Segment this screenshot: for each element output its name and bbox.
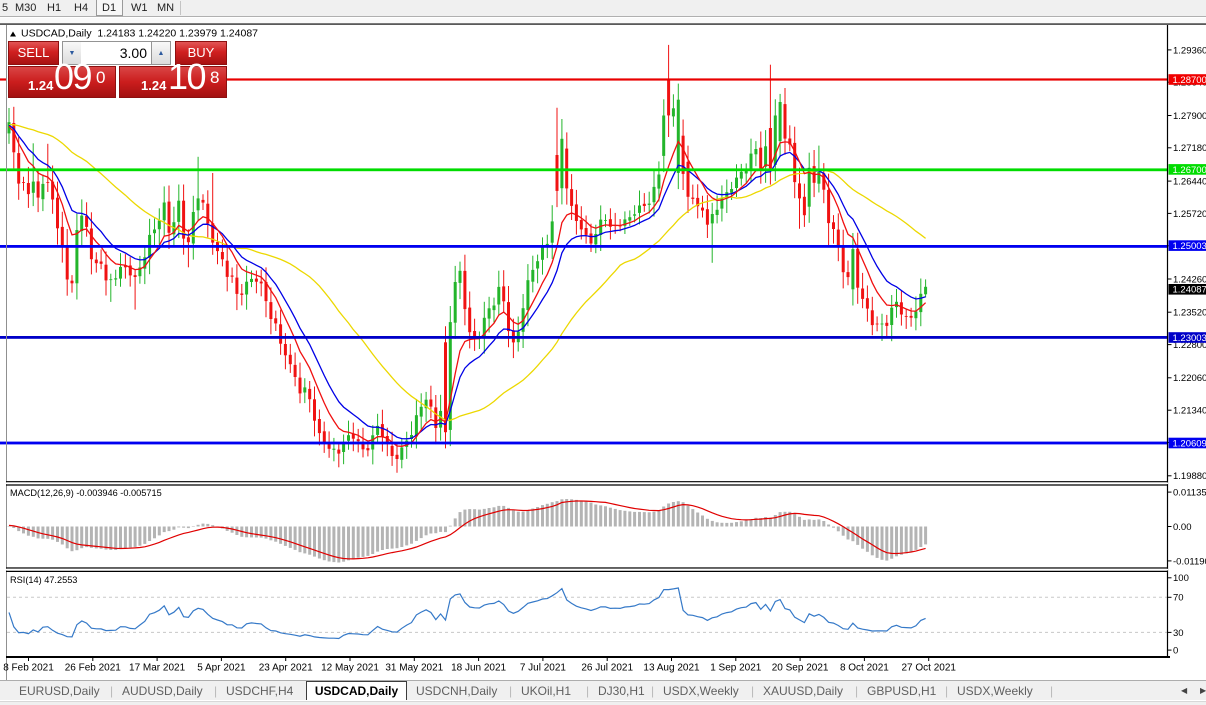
svg-text:1.24260: 1.24260 (1173, 274, 1206, 285)
svg-text:1.24087: 1.24087 (1173, 285, 1206, 296)
svg-text:1.25003: 1.25003 (1173, 241, 1206, 252)
svg-text:USDCAD,Daily 1.24183 1.24220: USDCAD,Daily 1.24183 1.24220 1.23979 1.2… (21, 27, 258, 39)
svg-text:23 Apr 2021: 23 Apr 2021 (259, 663, 313, 674)
svg-text:1.27180: 1.27180 (1173, 143, 1206, 154)
svg-text:1.27900: 1.27900 (1173, 111, 1206, 122)
svg-text:0.00: 0.00 (1173, 522, 1192, 533)
svg-text:-0.01190: -0.01190 (1173, 556, 1206, 567)
svg-text:27 Oct 2021: 27 Oct 2021 (901, 663, 956, 674)
svg-text:7 Jul 2021: 7 Jul 2021 (520, 663, 567, 674)
svg-text:1.19880: 1.19880 (1173, 471, 1206, 482)
svg-text:1.20609: 1.20609 (1173, 438, 1206, 449)
svg-text:1.21340: 1.21340 (1173, 406, 1206, 417)
svg-text:100: 100 (1173, 573, 1189, 584)
svg-text:18 Jun 2021: 18 Jun 2021 (451, 663, 506, 674)
svg-text:30: 30 (1173, 628, 1184, 639)
svg-text:20 Sep 2021: 20 Sep 2021 (772, 663, 829, 674)
svg-text:1.23520: 1.23520 (1173, 308, 1206, 319)
svg-text:31 May 2021: 31 May 2021 (385, 663, 443, 674)
svg-text:MACD(12,26,9) -0.003946 -0.005: MACD(12,26,9) -0.003946 -0.005715 (10, 488, 162, 498)
svg-text:13 Aug 2021: 13 Aug 2021 (643, 663, 700, 674)
svg-text:8 Feb 2021: 8 Feb 2021 (3, 663, 54, 674)
svg-text:1.26440: 1.26440 (1173, 177, 1206, 188)
svg-text:26 Feb 2021: 26 Feb 2021 (65, 663, 122, 674)
svg-text:17 Mar 2021: 17 Mar 2021 (129, 663, 186, 674)
svg-text:26 Jul 2021: 26 Jul 2021 (581, 663, 633, 674)
svg-text:1.29360: 1.29360 (1173, 45, 1206, 56)
svg-text:8 Oct 2021: 8 Oct 2021 (840, 663, 889, 674)
svg-text:1 Sep 2021: 1 Sep 2021 (710, 663, 762, 674)
svg-text:RSI(14) 47.2553: RSI(14) 47.2553 (10, 575, 77, 585)
svg-text:1.28700: 1.28700 (1173, 75, 1206, 86)
svg-text:1.26700: 1.26700 (1173, 165, 1206, 176)
svg-text:1.22800: 1.22800 (1173, 340, 1206, 351)
svg-text:1.23003: 1.23003 (1173, 333, 1206, 344)
svg-text:70: 70 (1173, 593, 1184, 604)
svg-text:12 May 2021: 12 May 2021 (321, 663, 379, 674)
svg-text:1.22060: 1.22060 (1173, 373, 1206, 384)
svg-text:1.25720: 1.25720 (1173, 209, 1206, 220)
svg-text:0.01135: 0.01135 (1173, 488, 1206, 499)
svg-text:0: 0 (1173, 646, 1178, 657)
svg-text:5 Apr 2021: 5 Apr 2021 (197, 663, 246, 674)
